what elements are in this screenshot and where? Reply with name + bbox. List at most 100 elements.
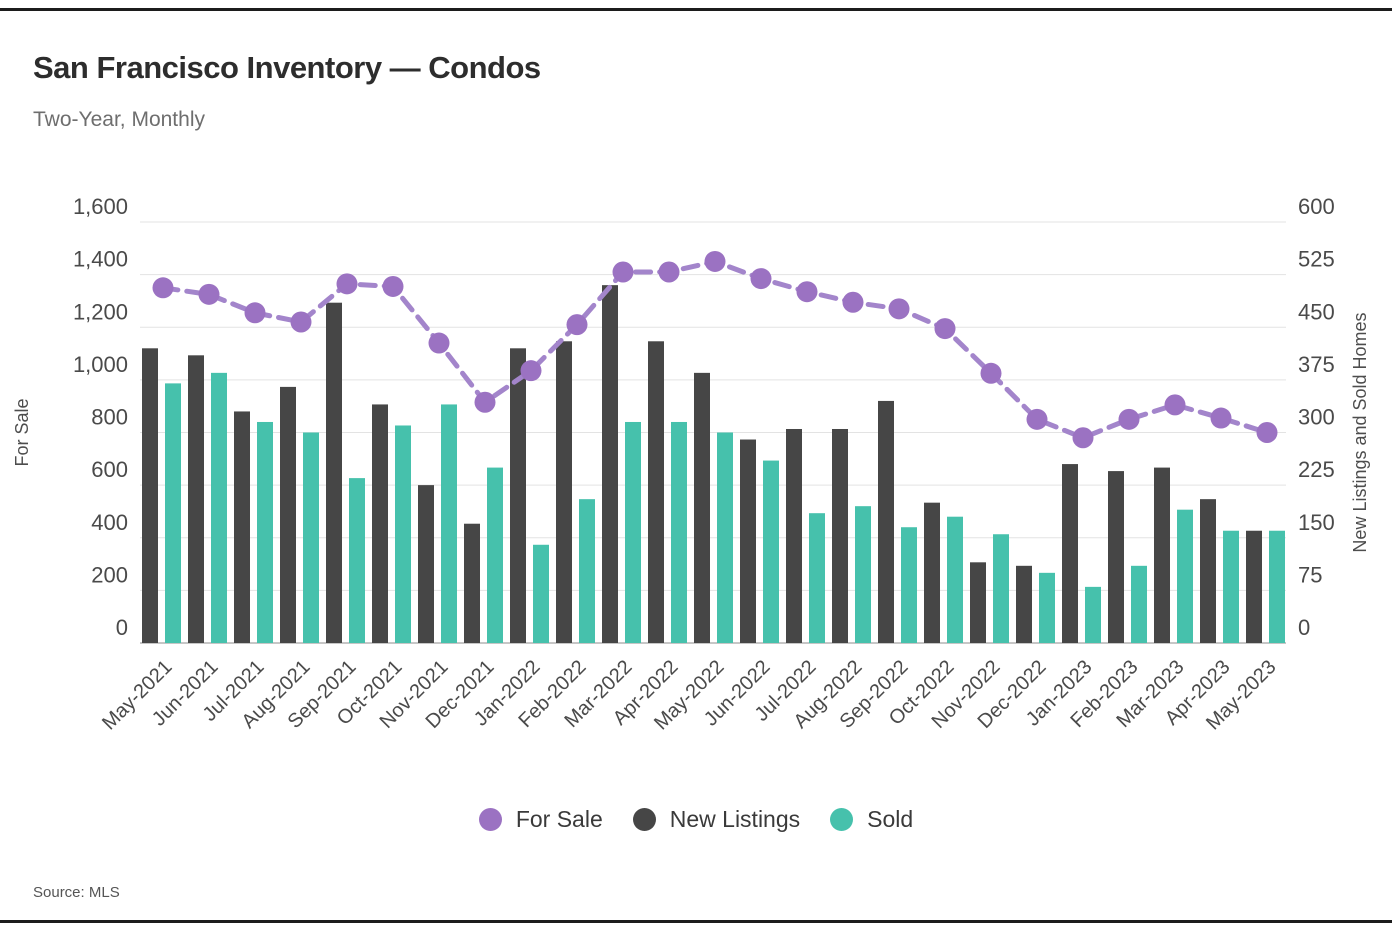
for-sale-point bbox=[842, 291, 864, 313]
right-axis-tick-label: 600 bbox=[1298, 194, 1335, 219]
for-sale-point bbox=[796, 281, 818, 303]
legend-item-for-sale: For Sale bbox=[478, 806, 603, 833]
for-sale-point bbox=[474, 391, 496, 413]
for-sale-point bbox=[290, 311, 312, 333]
right-axis-title: New Listings and Sold Homes bbox=[1350, 312, 1370, 552]
legend-label: Sold bbox=[867, 806, 914, 832]
bar-new-listings bbox=[1154, 467, 1170, 643]
legend-swatch-icon bbox=[830, 808, 854, 831]
for-sale-point bbox=[428, 332, 450, 354]
bar-new-listings bbox=[188, 355, 204, 643]
bar-sold bbox=[1269, 530, 1285, 643]
bar-new-listings bbox=[1062, 464, 1078, 643]
bar-sold bbox=[1223, 530, 1239, 643]
legend-item-new-listings: New Listings bbox=[632, 806, 801, 833]
for-sale-point bbox=[750, 268, 772, 290]
for-sale-point bbox=[704, 250, 726, 272]
left-axis-tick-label: 800 bbox=[91, 405, 128, 430]
bar-new-listings bbox=[280, 386, 296, 643]
chart-legend: For Sale New Listings Sold bbox=[0, 806, 1392, 833]
for-sale-point bbox=[658, 261, 680, 283]
bar-sold bbox=[763, 460, 779, 643]
left-axis-tick-label: 200 bbox=[91, 562, 128, 587]
bar-new-listings bbox=[970, 562, 986, 643]
for-sale-point bbox=[1026, 408, 1048, 430]
bar-sold bbox=[1039, 572, 1055, 643]
bar-sold bbox=[625, 421, 641, 643]
bar-sold bbox=[303, 432, 319, 643]
bar-sold bbox=[671, 421, 687, 643]
bottom-divider bbox=[0, 920, 1392, 923]
bar-new-listings bbox=[464, 523, 480, 643]
for-sale-point bbox=[1118, 408, 1140, 430]
for-sale-point bbox=[566, 314, 588, 336]
legend-swatch-icon bbox=[632, 808, 656, 831]
right-axis-tick-label: 75 bbox=[1298, 562, 1322, 587]
right-axis-tick-label: 225 bbox=[1298, 457, 1335, 482]
for-sale-point bbox=[1164, 394, 1186, 416]
for-sale-point bbox=[1072, 427, 1094, 449]
for-sale-point bbox=[244, 302, 266, 324]
for-sale-point bbox=[520, 360, 542, 382]
bar-sold bbox=[901, 527, 917, 643]
bar-new-listings bbox=[234, 411, 250, 643]
legend-label: For Sale bbox=[515, 806, 603, 832]
bar-new-listings bbox=[556, 341, 572, 643]
right-axis-tick-label: 300 bbox=[1298, 405, 1335, 430]
bar-sold bbox=[579, 499, 595, 643]
left-axis-tick-label: 0 bbox=[116, 615, 128, 640]
combo-chart: 0 0 200 75 400 150 600 225 800 300 1,000 375 1,200 45… bbox=[12, 194, 1370, 734]
for-sale-point bbox=[336, 273, 358, 295]
right-axis-tick-label: 450 bbox=[1298, 299, 1335, 324]
bar-sold bbox=[487, 467, 503, 643]
bar-new-listings bbox=[694, 372, 710, 643]
left-axis-title: For Sale bbox=[12, 398, 32, 466]
bar-sold bbox=[947, 516, 963, 643]
right-axis-tick-label: 375 bbox=[1298, 352, 1335, 377]
bar-sold bbox=[211, 372, 227, 643]
source-note: Source: MLS bbox=[33, 884, 120, 901]
bar-sold bbox=[441, 404, 457, 643]
bar-sold bbox=[1085, 586, 1101, 643]
bar-sold bbox=[809, 513, 825, 643]
for-sale-point bbox=[888, 298, 910, 320]
chart-subtitle: Two-Year, Monthly bbox=[33, 108, 205, 131]
legend-item-sold: Sold bbox=[830, 806, 913, 833]
bar-sold bbox=[395, 425, 411, 643]
bar-new-listings bbox=[602, 285, 618, 643]
bar-sold bbox=[257, 421, 273, 643]
bar-new-listings bbox=[1016, 565, 1032, 643]
bar-sold bbox=[717, 432, 733, 643]
bar-sold bbox=[1131, 565, 1147, 643]
left-axis-tick-label: 400 bbox=[91, 510, 128, 535]
bar-new-listings bbox=[372, 404, 388, 643]
bar-new-listings bbox=[1108, 471, 1124, 643]
left-axis-tick-label: 1,400 bbox=[73, 247, 128, 272]
bar-new-listings bbox=[1200, 499, 1216, 643]
bar-new-listings bbox=[740, 439, 756, 643]
bar-new-listings bbox=[924, 502, 940, 643]
for-sale-point bbox=[382, 275, 404, 297]
for-sale-point bbox=[152, 277, 174, 299]
legend-label: New Listings bbox=[669, 806, 801, 832]
right-axis-tick-label: 0 bbox=[1298, 615, 1310, 640]
bar-new-listings bbox=[142, 348, 158, 643]
left-axis-tick-label: 1,200 bbox=[73, 299, 128, 324]
bar-sold bbox=[165, 383, 181, 643]
bar-new-listings bbox=[832, 428, 848, 643]
legend-swatch-icon bbox=[478, 808, 502, 831]
top-divider bbox=[0, 8, 1392, 11]
left-axis-tick-label: 600 bbox=[91, 457, 128, 482]
bar-new-listings bbox=[510, 348, 526, 643]
bar-new-listings bbox=[418, 485, 434, 643]
bar-new-listings bbox=[648, 341, 664, 643]
bar-new-listings bbox=[786, 428, 802, 643]
for-sale-point bbox=[1210, 407, 1232, 429]
bar-sold bbox=[855, 506, 871, 643]
for-sale-point bbox=[1256, 422, 1278, 443]
right-axis-tick-label: 150 bbox=[1298, 510, 1335, 535]
bar-sold bbox=[533, 544, 549, 643]
bar-sold bbox=[1177, 509, 1193, 643]
bar-new-listings bbox=[326, 302, 342, 643]
